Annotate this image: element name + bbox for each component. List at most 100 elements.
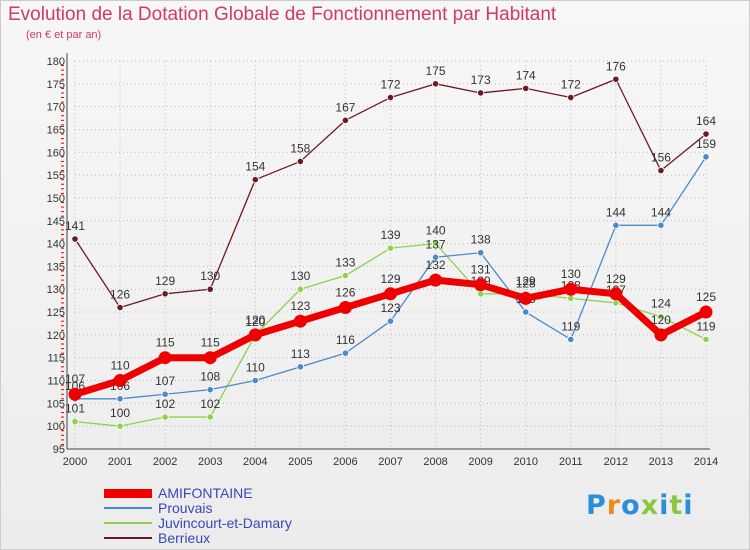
data-label: 123 <box>290 299 310 313</box>
x-tick-label: 2006 <box>333 456 357 468</box>
data-label: 131 <box>471 263 491 277</box>
data-point <box>429 273 443 287</box>
data-point <box>293 314 307 328</box>
data-point <box>474 278 488 292</box>
data-point <box>564 282 578 296</box>
data-label: 130 <box>561 267 581 281</box>
data-label: 124 <box>651 297 671 311</box>
data-point <box>477 89 485 97</box>
data-label: 129 <box>516 274 536 288</box>
legend-swatch <box>104 537 152 539</box>
data-point <box>116 303 124 312</box>
data-point <box>296 157 304 166</box>
data-point <box>384 287 397 301</box>
data-point <box>251 176 259 184</box>
data-point <box>609 287 623 301</box>
x-tick-label: 2000 <box>63 456 87 468</box>
data-label: 115 <box>156 336 175 350</box>
y-tick-label: 95 <box>53 444 65 456</box>
data-label: 115 <box>201 336 220 350</box>
data-point <box>116 395 124 403</box>
x-tick-label: 2014 <box>694 456 718 468</box>
data-label: 130 <box>200 269 220 283</box>
legend-label: Juvincourt-et-Damary <box>158 515 292 531</box>
data-label: 107 <box>65 372 85 386</box>
data-label: 126 <box>335 285 355 299</box>
legend-item: Berrieux <box>104 530 210 546</box>
data-point <box>68 387 82 401</box>
x-tick-label: 2013 <box>649 456 673 468</box>
data-point <box>431 80 440 88</box>
data-label: 113 <box>291 347 310 361</box>
data-point <box>612 75 620 83</box>
legend-swatch <box>104 488 152 498</box>
data-point <box>161 290 169 298</box>
data-label: 119 <box>561 319 580 333</box>
data-point <box>203 351 217 365</box>
chart-subtitle: (en € et par an) <box>26 29 102 41</box>
data-point <box>477 249 485 257</box>
data-point <box>161 390 169 398</box>
data-label: 128 <box>516 276 536 290</box>
data-point <box>654 328 668 342</box>
data-label: 156 <box>651 151 671 165</box>
data-point <box>206 413 214 421</box>
data-point <box>567 335 575 344</box>
data-point <box>657 221 665 229</box>
data-label: 120 <box>245 313 265 327</box>
data-label: 144 <box>651 205 671 219</box>
x-tick-label: 2009 <box>468 456 492 468</box>
legend-label: Prouvais <box>158 500 213 516</box>
y-tick-label: 145 <box>47 216 65 228</box>
data-point <box>519 291 533 305</box>
data-label: 176 <box>606 59 626 73</box>
x-tick-label: 2007 <box>378 456 402 468</box>
data-label: 129 <box>380 272 400 286</box>
data-point <box>431 239 440 248</box>
data-label: 172 <box>380 78 400 92</box>
legend-item: AMIFONTAINE <box>104 485 253 501</box>
legend-item: Juvincourt-et-Damary <box>104 515 292 531</box>
data-point <box>567 294 575 302</box>
logo-letter: i <box>659 490 670 521</box>
logo-letter: x <box>640 490 660 521</box>
x-tick-label: 2008 <box>423 456 447 468</box>
data-point <box>612 221 620 229</box>
data-label: 132 <box>426 258 446 272</box>
data-point <box>522 84 530 92</box>
y-tick-label: 110 <box>47 376 65 388</box>
data-label: 140 <box>426 224 446 238</box>
data-label: 108 <box>200 370 220 384</box>
data-point <box>338 300 352 314</box>
data-label: 154 <box>245 160 265 174</box>
data-point <box>431 253 440 261</box>
logo-letter: t <box>669 490 684 521</box>
y-tick-label: 105 <box>47 398 65 410</box>
x-tick-label: 2011 <box>559 456 583 468</box>
data-point <box>206 386 214 394</box>
data-label: 120 <box>651 313 671 327</box>
y-tick-label: 180 <box>47 56 65 68</box>
data-label: 129 <box>155 274 175 288</box>
data-point <box>116 422 124 430</box>
data-label: 100 <box>110 406 130 420</box>
data-point <box>386 317 395 325</box>
data-point <box>251 376 259 385</box>
chart-title: Evolution de la Dotation Globale de Fonc… <box>8 4 557 25</box>
y-tick-label: 175 <box>47 79 65 91</box>
data-label: 119 <box>696 319 715 333</box>
y-tick-label: 115 <box>47 353 65 365</box>
data-label: 139 <box>380 228 400 242</box>
data-point <box>71 418 79 426</box>
data-point <box>341 271 350 280</box>
y-tick-label: 100 <box>47 421 65 433</box>
y-tick-label: 150 <box>47 193 65 205</box>
data-label: 158 <box>290 141 310 155</box>
legend-label: Berrieux <box>158 530 211 546</box>
data-point <box>612 299 620 307</box>
data-point <box>296 363 304 371</box>
y-tick-label: 140 <box>47 239 65 251</box>
y-tick-label: 125 <box>47 307 65 319</box>
data-point <box>702 153 710 161</box>
data-point <box>71 235 79 243</box>
